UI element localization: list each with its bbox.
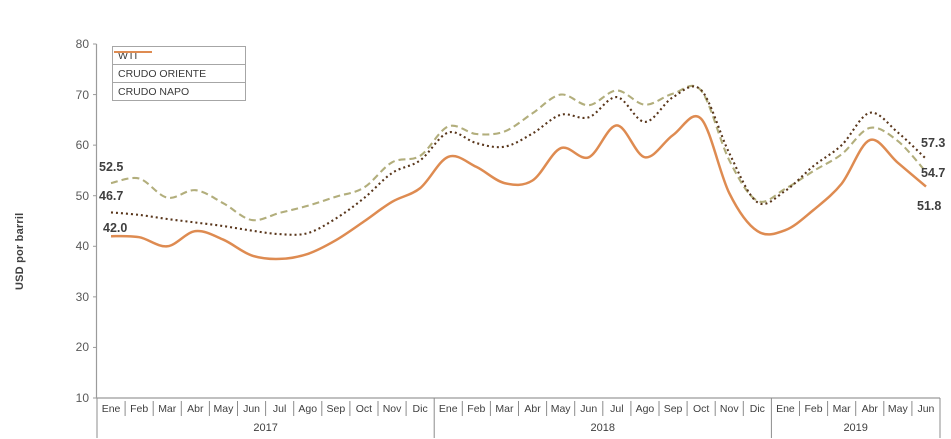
month-label: Jun [580,403,598,415]
month-label: Dic [749,403,765,415]
month-label: Sep [663,403,683,415]
month-label: Nov [382,403,402,415]
y-tick-label: 20 [75,340,89,355]
series-line-crudo-napo [110,115,927,261]
value-label: 54.7 [921,166,946,180]
month-label: May [887,403,908,415]
legend-item-crudo-oriente: CRUDO ORIENTE [113,51,245,82]
month-label: Sep [326,403,346,415]
legend-item-crudo-napo: CRUDO NAPO [113,51,245,100]
y-tick-label: 70 [75,87,89,102]
month-label: Oct [692,403,710,415]
month-label: Abr [187,403,204,415]
y-tick-label: 30 [75,289,89,304]
month-label: Jun [917,403,935,415]
legend-line-sample-icon [114,51,152,53]
month-label: Mar [495,403,514,415]
month-label: Ene [438,403,458,415]
month-label: May [213,403,234,415]
value-label: 46.7 [99,189,124,203]
y-tick-label: 60 [75,138,89,153]
value-label: 52.5 [99,160,124,174]
y-tick-label: 50 [75,188,89,203]
value-label: 57.3 [921,136,946,150]
series-line-crudo-oriente [110,85,927,236]
month-label: Ene [101,403,121,415]
month-label: Jun [243,403,261,415]
y-tick-label: 40 [75,239,89,254]
month-label: Oct [355,403,373,415]
month-label: Abr [524,403,541,415]
month-label: Ago [635,403,655,415]
month-label: May [550,403,571,415]
year-label: 2018 [590,422,616,434]
value-label: 51.8 [917,199,942,213]
month-label: Jul [610,403,624,415]
value-label: 42.0 [103,221,128,235]
month-label: Jul [272,403,287,415]
legend: WTI CRUDO ORIENTE CRUDO NAPO [112,46,246,101]
y-axis-title: USD por barril [14,212,26,290]
legend-label: CRUDO ORIENTE [118,67,207,80]
month-label: Mar [832,403,851,415]
month-label: Feb [804,403,823,415]
legend-label: CRUDO NAPO [118,85,190,98]
month-label: Ene [776,403,795,415]
year-label: 2019 [843,422,868,434]
year-label: 2017 [253,422,278,434]
month-label: Dic [412,403,428,415]
month-label: Abr [861,403,878,415]
month-label: Ago [298,403,318,415]
month-label: Nov [719,403,739,415]
series-line-wti [110,84,927,222]
month-label: Feb [130,403,149,415]
month-label: Mar [158,403,177,415]
y-tick-label: 80 [75,37,89,51]
month-label: Feb [467,403,486,415]
y-tick-label: 10 [75,391,89,405]
